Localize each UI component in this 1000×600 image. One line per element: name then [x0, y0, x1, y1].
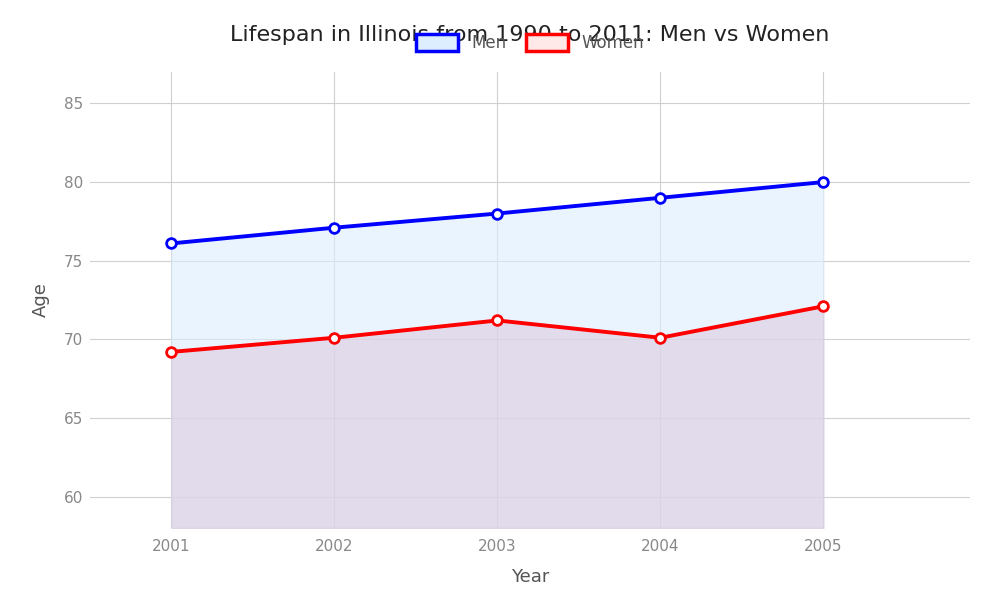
Title: Lifespan in Illinois from 1990 to 2011: Men vs Women: Lifespan in Illinois from 1990 to 2011: …	[230, 25, 830, 46]
Y-axis label: Age: Age	[32, 283, 50, 317]
X-axis label: Year: Year	[511, 568, 549, 586]
Legend: Men, Women: Men, Women	[408, 26, 652, 61]
